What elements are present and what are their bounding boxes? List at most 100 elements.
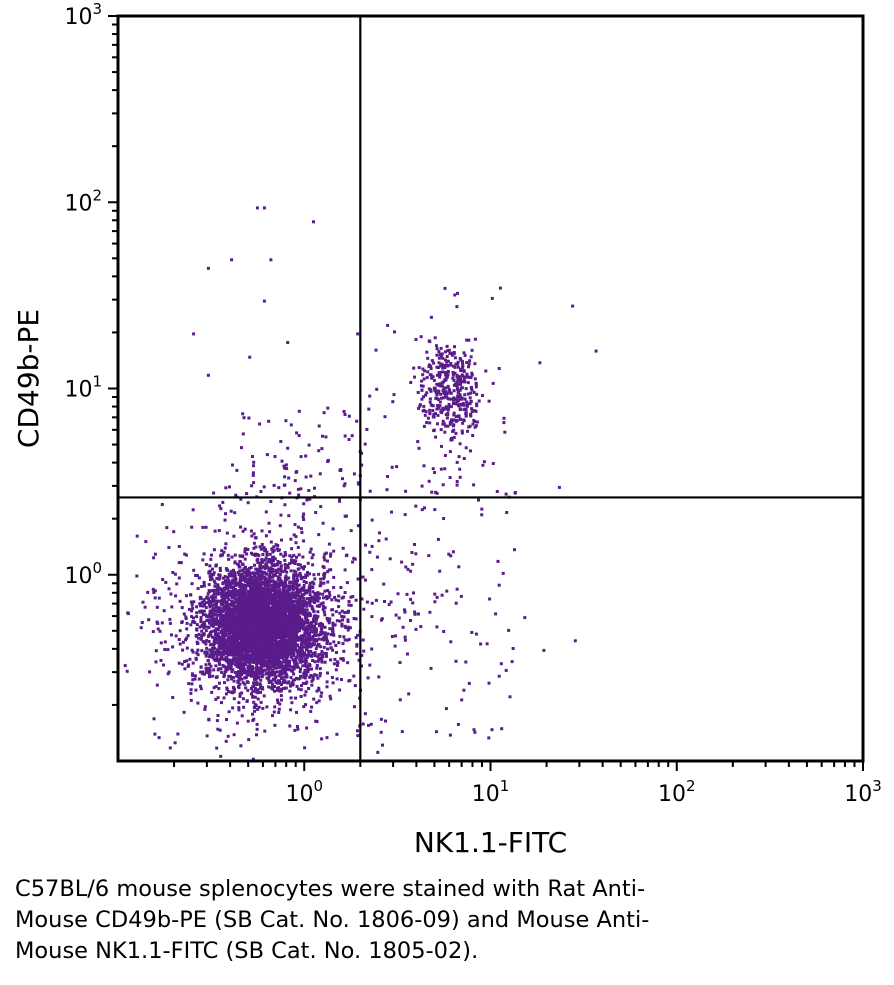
event-dot: [267, 600, 271, 603]
event-dot: [263, 651, 267, 655]
event-dot: [315, 666, 319, 670]
event-dot: [247, 619, 251, 623]
event-dot: [261, 686, 264, 690]
event-dot: [256, 644, 260, 648]
event-dot: [247, 738, 251, 742]
event-dot: [306, 629, 310, 633]
event-dot: [301, 664, 305, 668]
event-dot: [196, 636, 200, 640]
event-dot: [299, 653, 303, 657]
event-dot: [260, 529, 264, 533]
event-dot: [218, 566, 222, 570]
event-dot: [238, 644, 242, 648]
event-dot: [215, 719, 219, 723]
event-dot: [290, 603, 293, 606]
event-dot: [249, 589, 253, 593]
event-dot: [249, 566, 253, 569]
event-dot: [257, 592, 261, 596]
event-dot: [260, 617, 264, 621]
event-dot: [310, 637, 314, 641]
event-dot: [211, 622, 215, 626]
event-dot: [282, 554, 286, 558]
event-dot: [266, 652, 270, 656]
event-dot: [207, 618, 211, 622]
event-dot: [279, 597, 283, 601]
event-dot: [270, 638, 274, 642]
event-dot: [245, 609, 249, 613]
event-dot: [329, 568, 333, 572]
event-dot: [287, 638, 291, 642]
event-dot: [274, 628, 278, 632]
event-dot: [185, 594, 188, 598]
event-dot: [262, 646, 266, 649]
event-dot: [217, 649, 221, 653]
event-dot: [313, 651, 317, 655]
event-dot: [311, 585, 315, 589]
event-dot: [302, 539, 305, 543]
event-dot: [202, 552, 206, 556]
event-dot: [299, 674, 303, 678]
event-dot: [254, 567, 258, 571]
event-dot: [275, 680, 279, 684]
event-dot: [135, 534, 139, 538]
event-dot: [239, 575, 243, 579]
event-dot: [231, 706, 235, 710]
event-dot: [184, 638, 188, 642]
event-dot: [201, 640, 205, 644]
event-dot: [232, 626, 236, 630]
event-dot: [229, 643, 233, 647]
event-dot: [283, 601, 287, 605]
event-dot: [231, 630, 235, 633]
event-dot: [237, 685, 240, 689]
event-dot: [202, 672, 206, 676]
event-dot: [237, 636, 241, 640]
event-dot: [201, 613, 205, 617]
event-dot: [282, 648, 286, 652]
event-dot: [255, 607, 259, 611]
event-dot: [293, 579, 296, 583]
event-dot: [284, 628, 288, 632]
event-dot: [143, 605, 147, 609]
event-dot: [168, 746, 172, 750]
event-dot: [283, 612, 286, 616]
event-dot: [299, 607, 303, 610]
event-dot: [327, 590, 331, 594]
event-dot: [226, 588, 230, 592]
event-dot: [214, 605, 218, 609]
event-dot: [291, 588, 295, 592]
event-dot: [190, 672, 194, 676]
event-dot: [272, 649, 276, 653]
event-dot: [210, 572, 214, 576]
event-dot: [258, 586, 262, 590]
event-dot: [223, 658, 227, 661]
event-dot: [347, 679, 351, 683]
event-dot: [308, 675, 312, 679]
event-dot: [276, 596, 280, 600]
event-dot: [251, 601, 254, 605]
event-dot: [214, 675, 218, 679]
event-dot: [205, 619, 209, 623]
event-dot: [249, 668, 253, 672]
event-dot: [280, 615, 284, 618]
event-dot: [294, 628, 298, 632]
event-dot: [286, 592, 290, 596]
event-dot: [185, 627, 189, 631]
event-dot: [219, 623, 223, 627]
event-dot: [178, 599, 182, 603]
event-dot: [210, 577, 214, 581]
event-dot: [265, 552, 269, 556]
event-dot: [217, 599, 221, 603]
event-dot: [224, 629, 228, 633]
event-dot: [267, 578, 271, 582]
event-dot: [285, 621, 289, 625]
event-dot: [265, 598, 269, 602]
event-dot: [259, 665, 263, 669]
event-dot: [284, 653, 288, 657]
event-dot: [229, 509, 233, 513]
event-dot: [300, 609, 304, 613]
event-dot: [319, 505, 323, 509]
event-dot: [276, 618, 280, 622]
event-dot: [272, 664, 276, 668]
event-dot: [271, 673, 275, 677]
event-dot: [280, 602, 283, 606]
